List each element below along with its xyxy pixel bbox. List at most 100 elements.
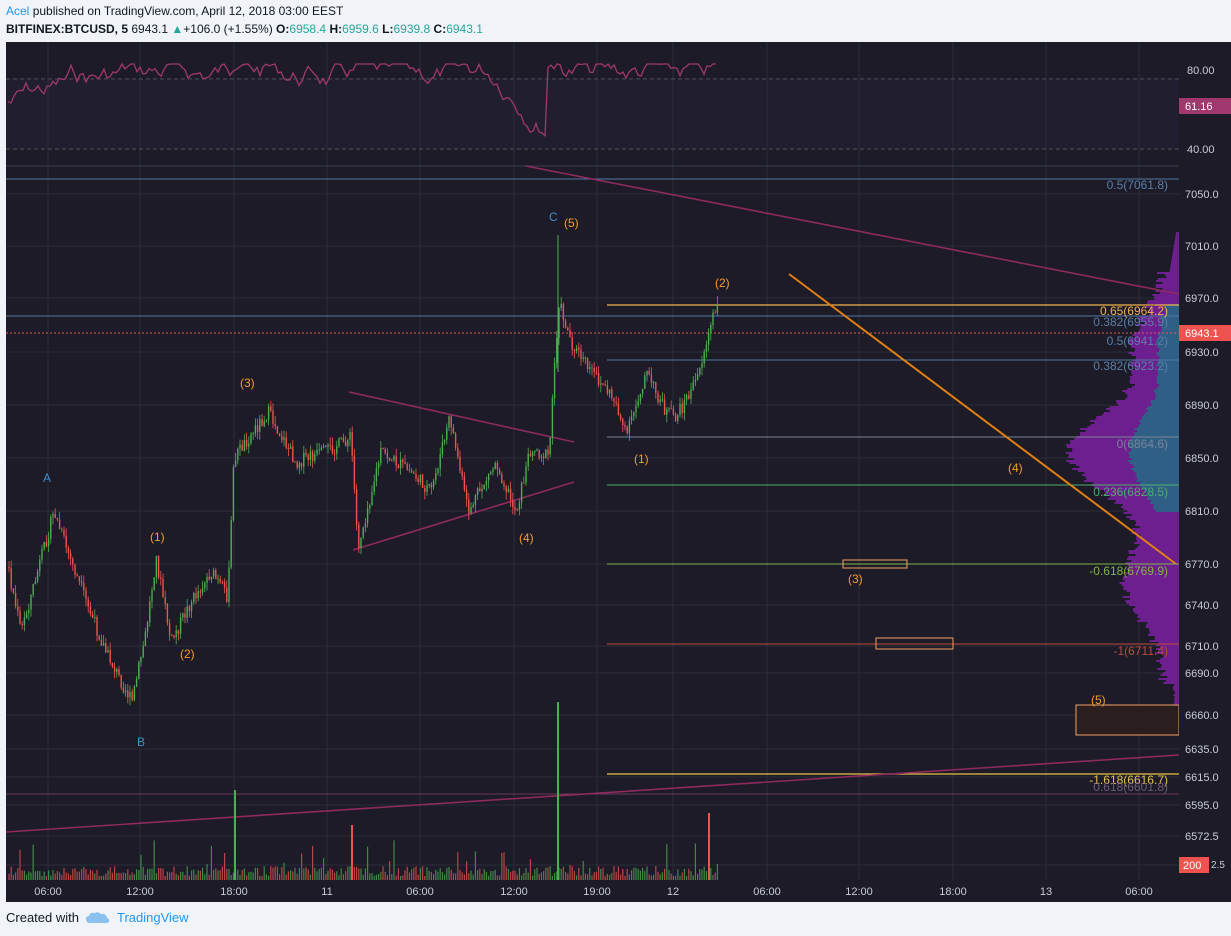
triangle-upper-line[interactable] [348,391,575,443]
current-price-badge [1179,325,1231,341]
rsi-band [6,79,1179,149]
price-tick: 6660.0 [1185,710,1219,722]
axis-corner [1179,880,1231,902]
price-tick: 6690.0 [1185,668,1219,680]
fib-label: 0.236(6828.5) [1093,485,1168,499]
wave-5b: (5) [1091,693,1106,707]
time-tick: 18:00 [220,886,248,898]
price-axis[interactable]: 80.00 61.16 40.00 7050.0 7010.0 6970.0 6930… [1179,42,1231,880]
wave-A: A [43,471,51,485]
time-tick: 13 [1040,886,1052,898]
fib-label: 0.5(6941.2) [1107,334,1168,348]
descending-trendline[interactable] [525,165,1179,295]
time-tick: 12:00 [500,886,528,898]
target-box-3[interactable] [842,559,908,569]
footer: Created with TradingView [6,910,189,925]
up-arrow-icon: ▲ [171,22,184,36]
price-tick: 6810.0 [1185,506,1219,518]
fib-label: -1.618(6616.7) [1089,773,1168,787]
fib-labels: 0.5(7061.8) 0.65(6964.2)0.382(6955.9) 0.5(… [1089,178,1168,794]
fib-label: 0.618(6601.8) [1093,780,1168,794]
last-price: 6943.1 [131,22,169,36]
low-label: L: [382,22,394,36]
price-tick: 6930.0 [1185,347,1219,359]
price-tick: 6635.0 [1185,744,1219,756]
wave-5a: (5) [564,216,579,230]
time-axis[interactable]: 06:00 12:00 18:00 11 06:00 12:00 19:00 12 06:00 1… [6,880,1179,902]
current-price-value: 6943.1 [1185,328,1219,340]
fib-label: 0.65(6964.2) [1100,304,1168,318]
fib-lines[interactable] [6,178,1179,795]
time-tick: 19:00 [583,886,611,898]
price-tick: 6572.5 [1185,831,1219,843]
time-tick: 11 [321,886,332,898]
open-label: O: [276,22,290,36]
price-tick: 6740.0 [1185,600,1219,612]
wave-4a: (4) [519,531,534,545]
author-link[interactable]: Acel [6,4,30,18]
price-ticks: 7050.0 7010.0 6970.0 6930.0 6890.0 6850.0 6810… [1185,189,1219,843]
tradingview-brand-link[interactable]: TradingView [116,910,189,925]
ohlc-legend: BITFINEX:BTCUSD, 5 6943.1 ▲+106.0 (+1.55… [6,22,483,36]
change-value: +106.0 (+1.55%) [183,22,273,36]
price-tick: 6595.0 [1185,800,1219,812]
published-text: published on TradingView.com, April 12, … [32,4,344,18]
time-tick: 12:00 [845,886,873,898]
wave-2b: (2) [715,276,730,290]
wave-B: B [137,735,145,749]
tradingview-cloud-icon [85,911,110,923]
wave-C: C [549,210,558,224]
high-label: H: [329,22,343,36]
rsi-tick-40: 40.00 [1187,144,1215,156]
wave-1a: (1) [150,530,165,544]
time-tick: 12 [667,886,679,898]
time-tick: 06:00 [753,886,781,898]
projection-line[interactable] [788,273,1177,565]
chart-pane[interactable]: 0.5(7061.8) 0.65(6964.2) 0.382(6955.9) 0.5(… [6,42,1179,880]
high-value: 6959.6 [342,22,379,36]
price-tick: 6970.0 [1185,293,1219,305]
price-tick: 6850.0 [1185,453,1219,465]
fib-label: -0.618(6769.9) [1089,564,1168,578]
target-box-1[interactable] [875,637,954,650]
created-with-text: Created with [6,910,79,925]
triangle-lower-line[interactable] [352,481,575,551]
time-tick: 12:00 [126,886,154,898]
rsi-tick-80: 80.00 [1187,65,1215,77]
time-tick: 18:00 [939,886,967,898]
fib-label: 0.382(6923.2) [1093,359,1168,373]
fib-label: -1(6711.4) [1114,644,1168,658]
grid-lines [6,42,1179,880]
wave-1b: (1) [634,452,649,466]
price-candles[interactable] [8,235,719,706]
low-value: 6939.8 [393,22,431,36]
close-value: 6943.1 [446,22,483,36]
volume-badge [1179,857,1209,873]
wave-3a: (3) [240,376,255,390]
chart-canvas[interactable]: 0.5(7061.8) 0.65(6964.2)0.382(6955.9) 0.5(… [6,42,1179,880]
fib-label: 0.382(6955.9) [1093,315,1168,329]
time-tick: 06:00 [406,886,434,898]
symbol-label[interactable]: BITFINEX:BTCUSD, 5 [6,22,129,36]
price-tick: 6710.0 [1185,641,1219,653]
price-tick: 6770.0 [1185,559,1219,571]
rsi-value-badge [1179,98,1231,114]
volume-badge-value: 200 [1183,860,1201,872]
price-tick: 7010.0 [1185,241,1219,253]
partial-tick: 2.5 [1211,860,1225,871]
open-value: 6958.4 [289,22,327,36]
price-tick: 6890.0 [1185,400,1219,412]
publish-info: Acel published on TradingView.com, April… [6,4,343,18]
wave-labels: A B C (1) (2) (3) (4) (5) (1) (2) (3) (4… [43,210,1106,749]
volume-bars [8,702,718,880]
time-tick: 06:00 [1125,886,1153,898]
fib-label: 0.5(7061.8) [1107,178,1168,192]
rsi-line[interactable] [7,62,716,138]
target-box-5[interactable] [1075,704,1179,736]
ascending-support-trendline[interactable] [6,754,1179,833]
price-tick: 6615.0 [1185,772,1219,784]
rsi-current-value: 61.16 [1185,101,1213,113]
time-tick: 06:00 [34,886,62,898]
close-label: C: [433,22,447,36]
fib-label: 0(6864.6) [1117,437,1168,451]
